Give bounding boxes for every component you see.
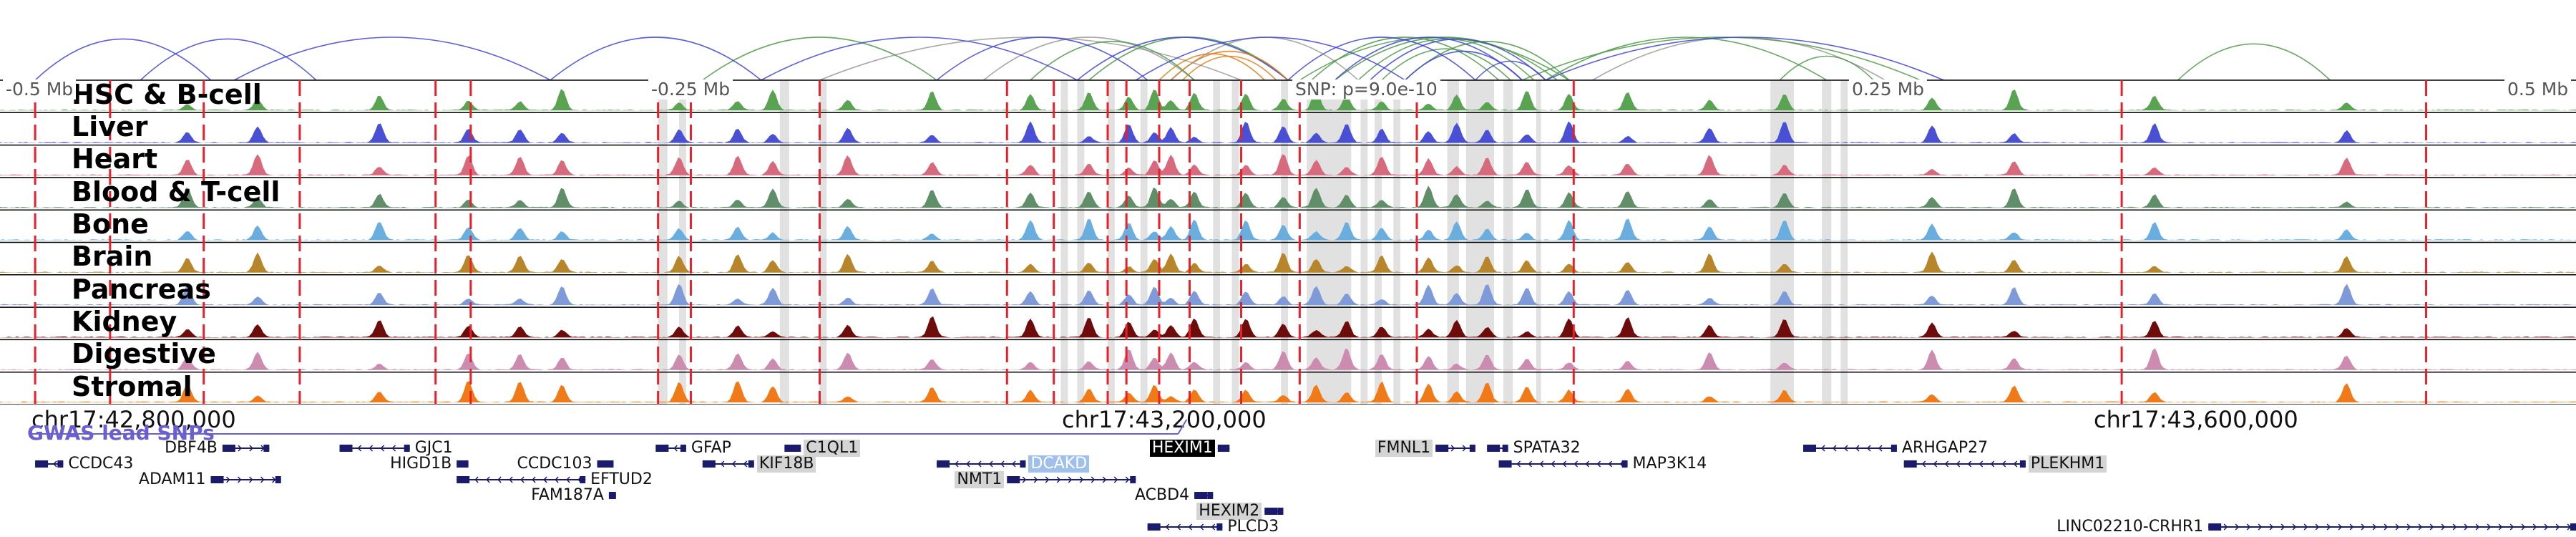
gene-exon xyxy=(795,445,801,452)
gene-exon xyxy=(608,460,613,468)
gene-label[interactable]: PLEKHM1 xyxy=(2029,455,2107,473)
gene-exon xyxy=(1130,476,1136,483)
gene-exon xyxy=(223,445,235,452)
gene-label[interactable]: HIGD1B xyxy=(388,455,454,473)
gene-exon xyxy=(1487,445,1500,452)
gene-exon xyxy=(1904,460,1917,468)
offset-tick-label: -0.5 Mb xyxy=(3,79,76,100)
gene-label[interactable]: FMNL1 xyxy=(1375,440,1433,457)
gene-label[interactable]: C1QL1 xyxy=(804,440,860,457)
gene-exon xyxy=(703,460,716,468)
gene-exon xyxy=(1264,508,1277,515)
gene-exon xyxy=(1277,508,1283,515)
track-label-digestive: Digestive xyxy=(72,339,216,368)
offset-tick-label: 0.5 Mb xyxy=(2504,79,2571,100)
gene-exon xyxy=(937,460,950,468)
gene-exon xyxy=(2208,523,2221,531)
gene-exon xyxy=(2020,460,2026,468)
gene-exon xyxy=(1194,492,1207,499)
gene-exon xyxy=(2570,523,2576,531)
gene-exon xyxy=(1503,445,1508,452)
gene-exon xyxy=(1207,492,1213,499)
gene-label[interactable]: CCDC103 xyxy=(515,455,595,473)
gene-model-lines xyxy=(0,401,2576,537)
snp-pvalue-label: SNP: p=9.0e-10 xyxy=(1292,79,1440,100)
gene-label[interactable]: HEXIM1 xyxy=(1150,440,1215,457)
gene-label[interactable]: LINC02210-CRHR1 xyxy=(2054,518,2205,536)
gene-exon xyxy=(655,445,668,452)
gene-exon xyxy=(1007,476,1020,483)
gene-exon xyxy=(1148,523,1161,531)
gene-label[interactable]: NMT1 xyxy=(955,471,1004,488)
gene-exon xyxy=(457,476,469,483)
gene-exon xyxy=(1891,445,1897,452)
gene-exon xyxy=(1470,445,1475,452)
gene-exon xyxy=(580,476,585,483)
gene-exon xyxy=(1216,523,1222,531)
gwas-lead-snp-pointer xyxy=(1178,420,1186,434)
gene-exon xyxy=(1622,460,1628,468)
gene-exon xyxy=(1224,445,1229,452)
track-label-liver: Liver xyxy=(72,112,148,141)
gene-exon xyxy=(1020,460,1025,468)
gene-exon xyxy=(610,492,616,499)
offset-tick-label: -0.25 Mb xyxy=(648,79,733,100)
gene-label[interactable]: DCAKD xyxy=(1028,455,1089,473)
track-label-bone: Bone xyxy=(72,210,149,238)
gene-label[interactable]: ADAM11 xyxy=(137,471,208,488)
gene-exon xyxy=(340,445,353,452)
gene-exon xyxy=(263,445,269,452)
gene-label[interactable]: DBF4B xyxy=(162,440,220,457)
gene-label[interactable]: CCDC43 xyxy=(66,455,135,473)
gene-label[interactable]: KIF18B xyxy=(757,455,816,473)
signal-tracks xyxy=(0,0,2576,405)
gene-label[interactable]: ACBD4 xyxy=(1133,487,1191,504)
gene-exon xyxy=(35,460,48,468)
gene-label[interactable]: FAM187A xyxy=(529,487,606,504)
gene-label[interactable]: GFAP xyxy=(689,440,733,457)
track-label-kidney: Kidney xyxy=(72,307,177,336)
gene-annotation-track: DBF4B CCDC43 ADAM11 GJC1 HIGD1B EFTUD2 CCDC103… xyxy=(0,401,2576,537)
gene-exon xyxy=(680,445,686,452)
gene-exon xyxy=(57,460,63,468)
track-label-hsc-b-cell: HSC & B-cell xyxy=(72,80,262,109)
gene-label[interactable]: SPATA32 xyxy=(1511,440,1583,457)
gene-exon xyxy=(463,460,469,468)
gene-label[interactable]: MAP3K14 xyxy=(1631,455,1709,473)
gene-exon xyxy=(1803,445,1816,452)
gene-exon xyxy=(748,460,754,468)
offset-tick-label: 0.25 Mb xyxy=(1849,79,1927,100)
gene-exon xyxy=(275,476,281,483)
gene-exon xyxy=(211,476,224,483)
track-label-brain: Brain xyxy=(72,242,152,271)
gene-label[interactable]: ARHGAP27 xyxy=(1900,440,1990,457)
track-label-blood-t-cell: Blood & T-cell xyxy=(72,178,280,206)
gene-exon xyxy=(1435,445,1448,452)
gene-exon xyxy=(404,445,410,452)
track-label-pancreas: Pancreas xyxy=(72,275,211,304)
track-label-stromal: Stromal xyxy=(72,372,192,401)
gene-label[interactable]: PLCD3 xyxy=(1225,518,1281,536)
gene-exon xyxy=(1499,460,1512,468)
track-label-heart: Heart xyxy=(72,145,157,173)
